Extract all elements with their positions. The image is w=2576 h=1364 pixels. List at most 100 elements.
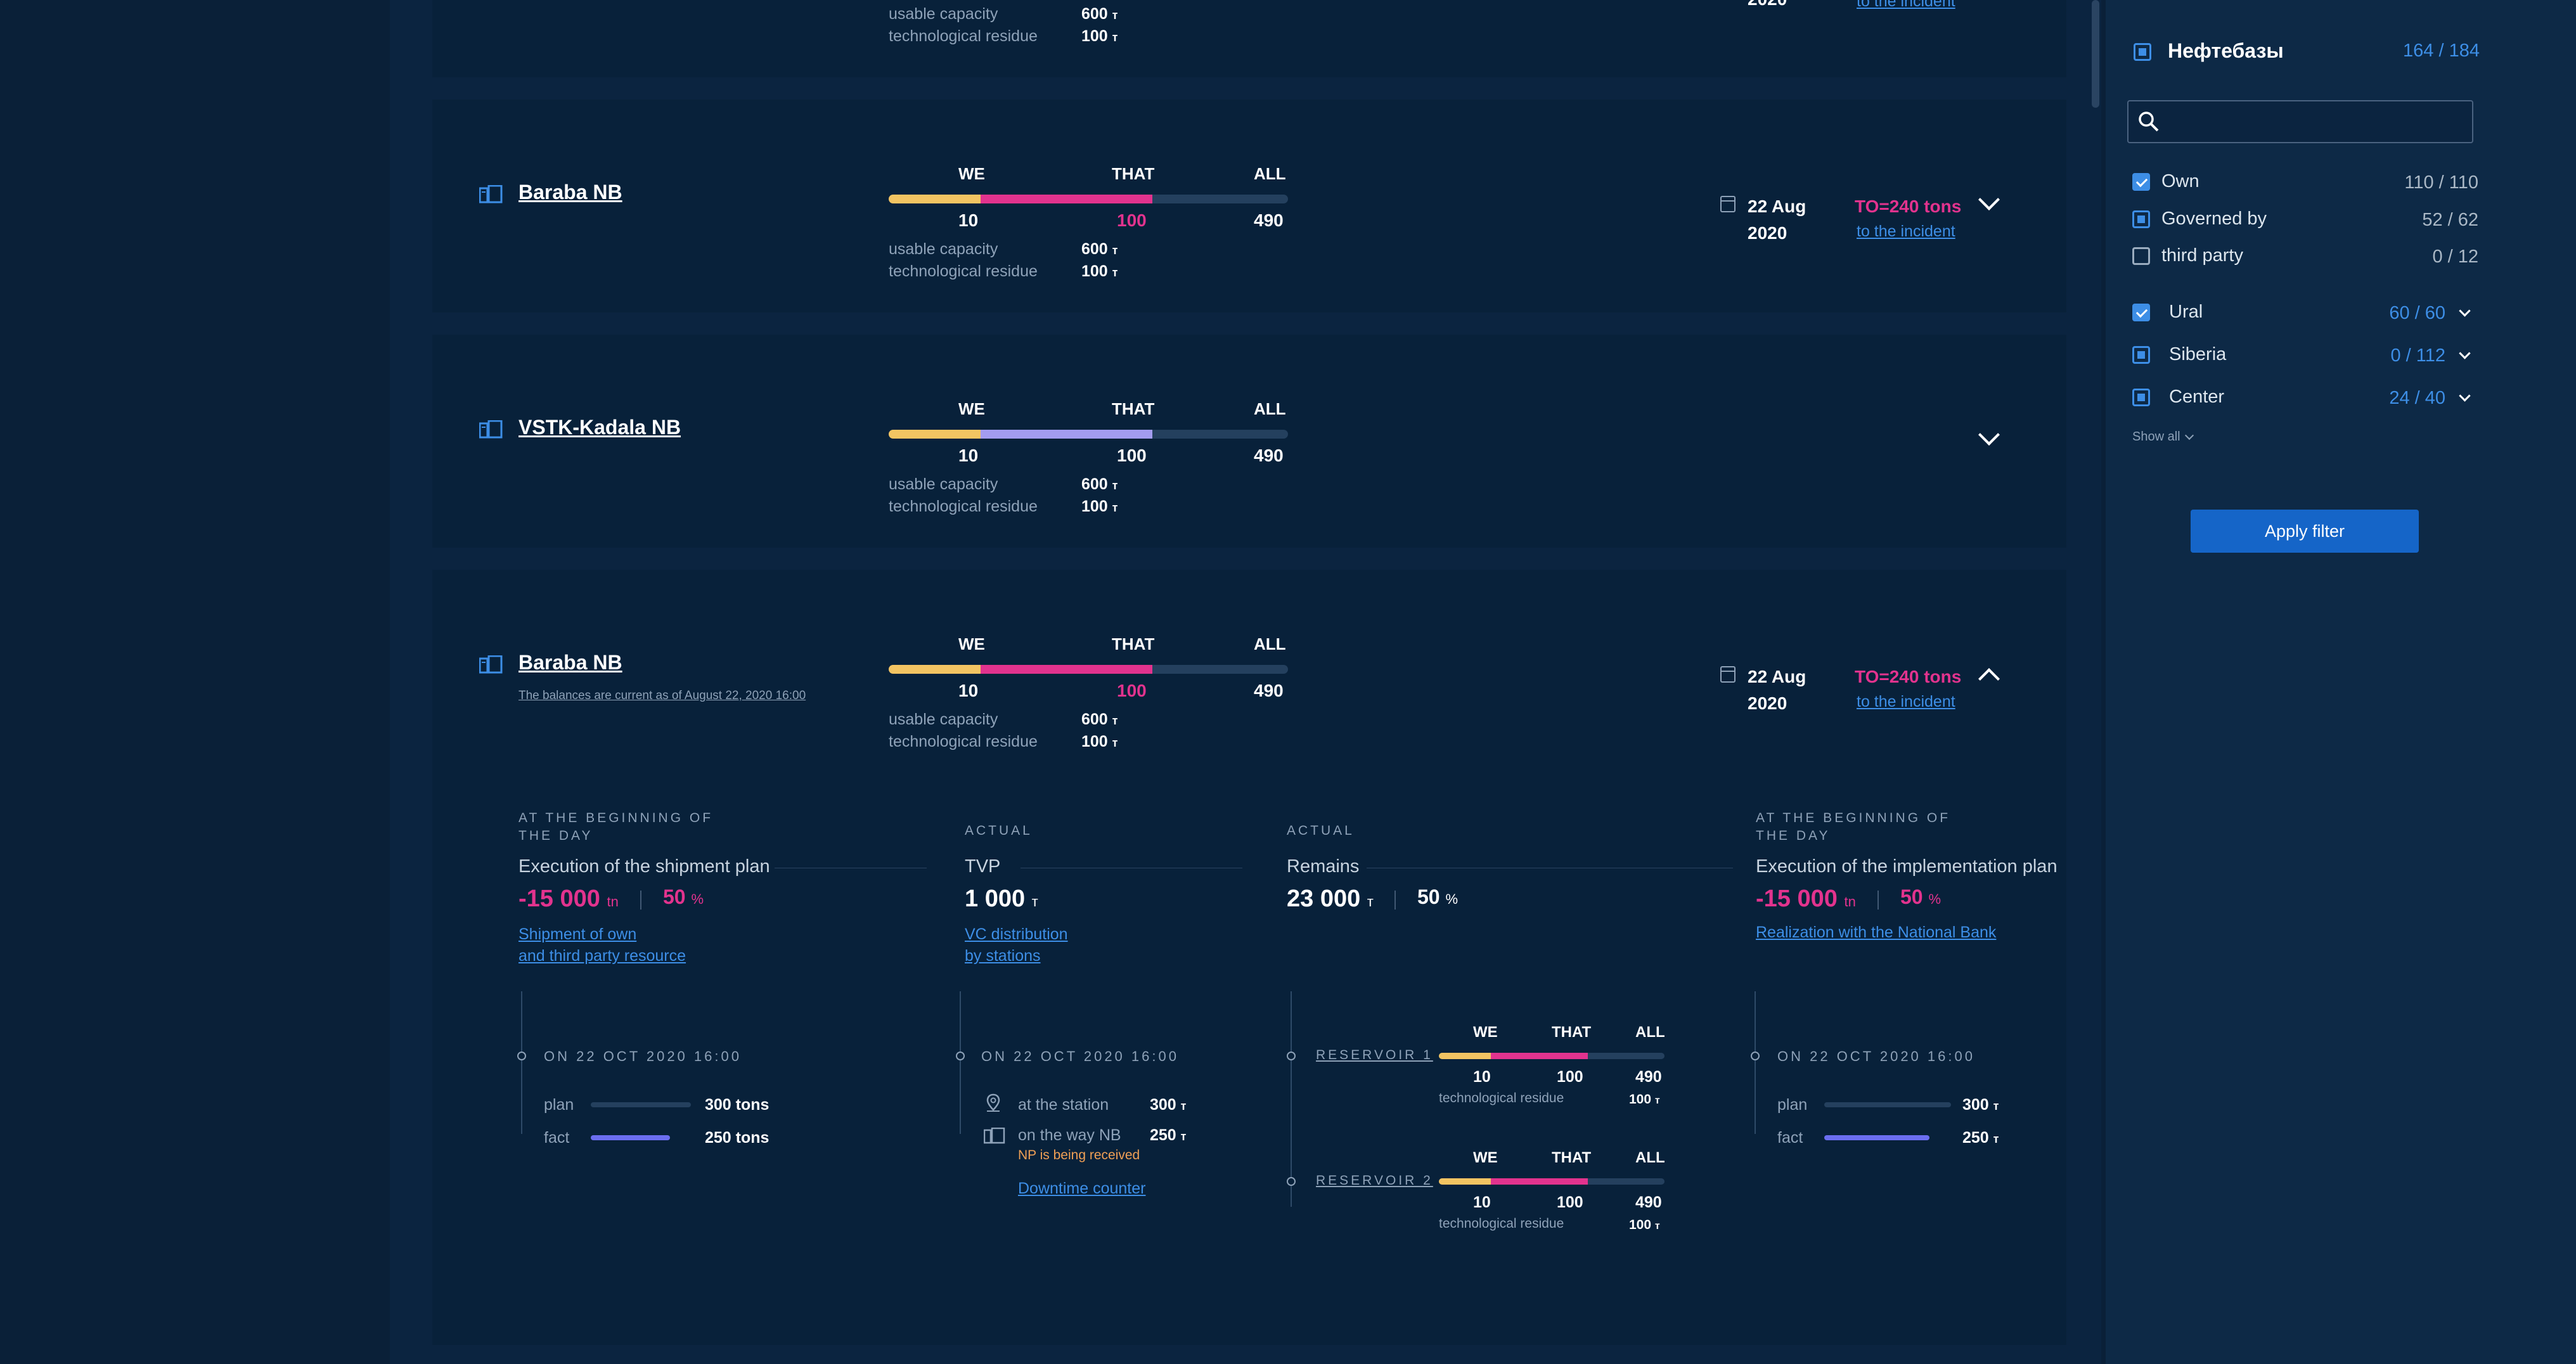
filter-own-checkbox[interactable] <box>2132 173 2150 191</box>
filter-third-party-label[interactable]: third party <box>2161 245 2243 266</box>
res1-value-all: 490 <box>1635 1068 1662 1086</box>
plan-bar <box>1824 1102 1951 1107</box>
incident-link[interactable]: to the incident <box>1857 0 1955 10</box>
location-pin-icon <box>986 1093 1000 1112</box>
realization-link[interactable]: Realization with the National Bank <box>1756 923 1997 941</box>
bar-header-we: WE <box>958 399 985 418</box>
plan-bar <box>591 1102 691 1107</box>
region-ural-label[interactable]: Ural <box>2169 302 2203 322</box>
region-center-checkbox[interactable] <box>2132 389 2150 406</box>
downtime-counter-link[interactable]: Downtime counter <box>1018 1180 1146 1197</box>
balances-note: The balances are current as of August 22… <box>518 689 806 702</box>
usable-capacity-label: usable capacity <box>889 475 998 493</box>
apply-filter-button[interactable]: Apply filter <box>2191 510 2419 553</box>
bar-segment-we <box>889 430 981 439</box>
value-separator <box>1877 891 1879 910</box>
res2-header-we: WE <box>1473 1149 1498 1166</box>
region-ural-checkbox[interactable] <box>2132 304 2150 321</box>
calendar-icon <box>1720 196 1736 212</box>
calendar-icon <box>1720 666 1736 683</box>
shipment-value: -15 000 tn <box>518 885 619 912</box>
expand-chevron-icon[interactable] <box>1978 424 2000 446</box>
value-we: 10 <box>958 681 979 700</box>
to-value: TO=240 tons <box>1855 196 1962 216</box>
oil-depot-icon <box>479 420 503 439</box>
reservoir-1-bar <box>1439 1053 1665 1059</box>
filter-third-party-checkbox[interactable] <box>2132 247 2150 265</box>
bar-header-we: WE <box>958 634 985 653</box>
reservoir-1-link[interactable]: RESERVOIR 1 <box>1316 1048 1433 1062</box>
collapse-chevron-icon[interactable] <box>1978 668 2000 690</box>
timeline-dot <box>1287 1177 1296 1186</box>
vc-distribution-link[interactable]: VC distribution by stations <box>965 925 1068 965</box>
value-we: 10 <box>958 446 979 465</box>
on-the-way-value: 250 т <box>1150 1126 1187 1144</box>
usable-capacity-value: 600 т <box>1081 711 1118 728</box>
value-that: 100 <box>1117 446 1147 465</box>
filter-governed-label[interactable]: Governed by <box>2161 209 2267 229</box>
balance-bar <box>889 195 1288 203</box>
show-all-link[interactable]: Show all <box>2132 430 2194 444</box>
incident-link[interactable]: to the incident <box>1857 222 1955 240</box>
timeline-dot <box>1287 1052 1296 1060</box>
res1-header-that: THAT <box>1552 1024 1592 1041</box>
fact-label: fact <box>1777 1129 1803 1147</box>
value-all: 490 <box>1254 681 1284 700</box>
date-text: 22 Aug 2020 <box>1748 196 1806 243</box>
fact-bar <box>591 1135 670 1140</box>
res2-value-that: 100 <box>1557 1194 1583 1211</box>
station-name-link[interactable]: Baraba NB <box>518 651 622 674</box>
timeline-dot <box>517 1052 526 1060</box>
shipment-resource-link[interactable]: Shipment of own and third party resource <box>518 925 686 965</box>
timestamp: ON 22 OCT 2020 16:00 <box>544 1048 742 1064</box>
bar-header-that: THAT <box>1112 399 1155 418</box>
tech-residue-label: technological residue <box>889 733 1038 750</box>
station-card-1[interactable]: Baraba NB WE THAT ALL 10 100 490 usable … <box>432 100 2066 312</box>
main-scrollbar[interactable] <box>2092 0 2099 108</box>
usable-capacity-label: usable capacity <box>889 711 998 728</box>
usable-capacity-value: 600 т <box>1081 240 1118 258</box>
search-input[interactable] <box>2168 106 2468 138</box>
filter-third-party-count: 0 / 12 <box>2432 247 2478 267</box>
res1-header-we: WE <box>1473 1024 1498 1041</box>
station-card-top: usable capacity 600 т technological resi… <box>432 0 2066 77</box>
implementation-caption: AT THE BEGINNING OF THE DAY <box>1756 811 1951 843</box>
balance-bar <box>889 665 1288 674</box>
filter-governed-checkbox[interactable] <box>2132 210 2150 228</box>
tvp-title: TVP <box>965 856 1001 877</box>
shipment-plan-title: Execution of the shipment plan <box>518 856 770 877</box>
filter-own-label[interactable]: Own <box>2161 171 2199 191</box>
bar-header-all: ALL <box>1254 634 1286 653</box>
balance-bar <box>889 430 1288 439</box>
on-the-way-label: on the way NB <box>1018 1126 1121 1144</box>
plan-value: 300 tons <box>705 1096 770 1114</box>
res1-residue-value: 100 т <box>1629 1092 1660 1107</box>
region-siberia-label[interactable]: Siberia <box>2169 344 2227 364</box>
usable-capacity-value: 600 т <box>1081 475 1118 493</box>
at-station-label: at the station <box>1018 1096 1109 1114</box>
tech-residue-value: 100 т <box>1081 498 1118 515</box>
reservoir-2-bar <box>1439 1178 1665 1185</box>
bar-header-all: ALL <box>1254 399 1286 418</box>
select-all-checkbox[interactable] <box>2134 43 2151 61</box>
usable-capacity-value: 600 т <box>1081 5 1118 23</box>
res1-header-all: ALL <box>1635 1024 1665 1041</box>
tech-residue-label: technological residue <box>889 27 1038 45</box>
station-name-link[interactable]: VSTK-Kadala NB <box>518 416 681 439</box>
res2-value-we: 10 <box>1473 1194 1491 1211</box>
res2-header-that: THAT <box>1552 1149 1592 1166</box>
region-center-label[interactable]: Center <box>2169 387 2225 407</box>
station-card-2[interactable]: VSTK-Kadala NB WE THAT ALL 10 100 490 us… <box>432 335 2066 548</box>
res2-value-all: 490 <box>1635 1194 1662 1211</box>
expand-chevron-icon[interactable] <box>1978 189 2000 210</box>
bar-segment-we <box>1439 1053 1491 1059</box>
plan-value: 300 т <box>1962 1096 1999 1114</box>
station-name-link[interactable]: Baraba NB <box>518 181 622 203</box>
incident-link[interactable]: to the incident <box>1857 693 1955 711</box>
reservoir-2-link[interactable]: RESERVOIR 2 <box>1316 1173 1433 1188</box>
region-siberia-checkbox[interactable] <box>2132 346 2150 364</box>
tvp-caption: ACTUAL <box>965 823 1033 838</box>
search-field[interactable] <box>2127 100 2473 143</box>
bar-segment-that <box>981 195 1152 203</box>
station-card-3-expanded[interactable]: Baraba NB The balances are current as of… <box>432 570 2066 1345</box>
